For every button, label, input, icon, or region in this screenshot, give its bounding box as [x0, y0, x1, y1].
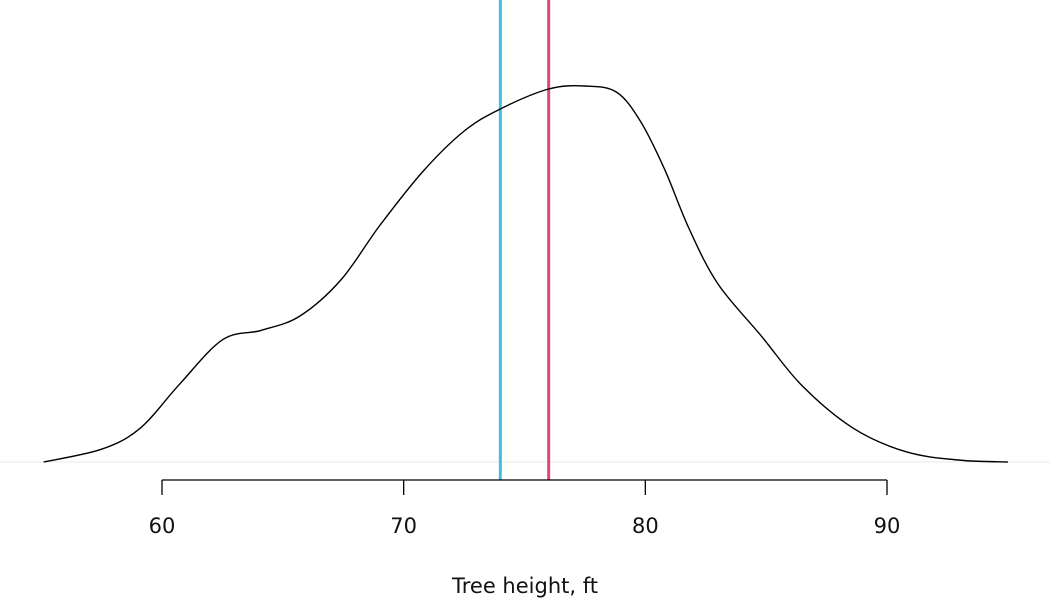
- x-ticks: 60 70 80 90: [149, 480, 901, 538]
- reference-lines: [498, 0, 551, 480]
- x-tick-label: 70: [390, 514, 417, 538]
- x-axis-title: Tree height, ft: [451, 574, 598, 598]
- x-tick-label: 90: [874, 514, 901, 538]
- x-tick-label: 60: [149, 514, 176, 538]
- density-curve: [43, 85, 1008, 463]
- x-tick-label: 80: [632, 514, 659, 538]
- x-axis: 60 70 80 90: [149, 479, 901, 538]
